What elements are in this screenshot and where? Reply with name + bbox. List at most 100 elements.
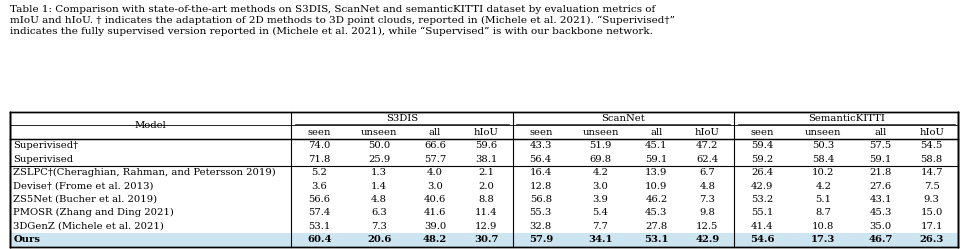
- Text: 39.0: 39.0: [424, 222, 446, 231]
- Text: 34.1: 34.1: [589, 235, 613, 244]
- Text: 12.9: 12.9: [474, 222, 498, 231]
- Text: Superivised†: Superivised†: [14, 141, 78, 150]
- Text: hIoU: hIoU: [920, 128, 944, 137]
- Text: 3.0: 3.0: [427, 182, 443, 190]
- Text: 27.6: 27.6: [869, 182, 892, 190]
- Text: Superivised: Superivised: [14, 155, 74, 164]
- Text: all: all: [429, 128, 441, 137]
- Text: 4.8: 4.8: [371, 195, 387, 204]
- Text: 57.7: 57.7: [424, 155, 446, 164]
- Text: 43.1: 43.1: [869, 195, 892, 204]
- Text: 56.8: 56.8: [529, 195, 552, 204]
- Text: 7.7: 7.7: [592, 222, 609, 231]
- Text: 40.6: 40.6: [424, 195, 446, 204]
- Text: 2.0: 2.0: [478, 182, 494, 190]
- Text: 12.8: 12.8: [529, 182, 552, 190]
- Text: 5.2: 5.2: [312, 168, 327, 177]
- Text: Table 1: Comparison with state-of-the-art methods on S3DIS, ScanNet and semantic: Table 1: Comparison with state-of-the-ar…: [10, 5, 675, 36]
- Text: 41.6: 41.6: [424, 208, 446, 217]
- Text: 57.9: 57.9: [529, 235, 553, 244]
- Text: 17.3: 17.3: [811, 235, 835, 244]
- Text: 53.2: 53.2: [751, 195, 773, 204]
- Text: 17.1: 17.1: [921, 222, 943, 231]
- Text: 66.6: 66.6: [424, 141, 446, 150]
- Bar: [10, 233, 958, 247]
- Text: 5.4: 5.4: [592, 208, 609, 217]
- Text: 8.8: 8.8: [478, 195, 494, 204]
- Text: 46.2: 46.2: [646, 195, 668, 204]
- Text: 20.6: 20.6: [367, 235, 391, 244]
- Text: 42.9: 42.9: [695, 235, 719, 244]
- Text: 59.1: 59.1: [645, 155, 668, 164]
- Text: Ours: Ours: [14, 235, 41, 244]
- Text: hIoU: hIoU: [695, 128, 720, 137]
- Text: hIoU: hIoU: [473, 128, 499, 137]
- Text: 55.1: 55.1: [751, 208, 773, 217]
- Text: 3.9: 3.9: [592, 195, 609, 204]
- Text: 62.4: 62.4: [696, 155, 718, 164]
- Text: 50.3: 50.3: [812, 141, 834, 150]
- Text: 53.1: 53.1: [644, 235, 669, 244]
- Text: 38.1: 38.1: [474, 155, 498, 164]
- Text: ZSLPC†(Cheraghian, Rahman, and Petersson 2019): ZSLPC†(Cheraghian, Rahman, and Petersson…: [14, 168, 276, 177]
- Text: 56.4: 56.4: [529, 155, 552, 164]
- Text: 41.4: 41.4: [751, 222, 773, 231]
- Text: 25.9: 25.9: [368, 155, 390, 164]
- Text: 8.7: 8.7: [815, 208, 832, 217]
- Text: 12.5: 12.5: [696, 222, 718, 231]
- Text: 46.7: 46.7: [868, 235, 892, 244]
- Text: unseen: unseen: [805, 128, 841, 137]
- Text: 4.0: 4.0: [427, 168, 443, 177]
- Text: 3.6: 3.6: [312, 182, 327, 190]
- Text: 59.4: 59.4: [751, 141, 773, 150]
- Text: 42.9: 42.9: [751, 182, 773, 190]
- Text: 9.8: 9.8: [700, 208, 715, 217]
- Text: 1.3: 1.3: [371, 168, 387, 177]
- Text: 60.4: 60.4: [307, 235, 332, 244]
- Text: 71.8: 71.8: [308, 155, 331, 164]
- Text: 1.4: 1.4: [371, 182, 387, 190]
- Text: unseen: unseen: [361, 128, 398, 137]
- Text: 59.1: 59.1: [869, 155, 892, 164]
- Text: seen: seen: [308, 128, 331, 137]
- Text: 10.9: 10.9: [645, 182, 668, 190]
- Text: seen: seen: [529, 128, 553, 137]
- Text: Model: Model: [135, 121, 166, 130]
- Text: 4.2: 4.2: [815, 182, 832, 190]
- Text: ZS5Net (Bucher et al. 2019): ZS5Net (Bucher et al. 2019): [14, 195, 158, 204]
- Text: 43.3: 43.3: [529, 141, 552, 150]
- Text: 53.1: 53.1: [308, 222, 331, 231]
- Text: 45.1: 45.1: [645, 141, 668, 150]
- Text: 57.4: 57.4: [308, 208, 331, 217]
- Text: 50.0: 50.0: [368, 141, 390, 150]
- Text: 6.7: 6.7: [700, 168, 715, 177]
- Text: 32.8: 32.8: [529, 222, 552, 231]
- Text: 11.4: 11.4: [474, 208, 498, 217]
- Text: 26.3: 26.3: [920, 235, 944, 244]
- Text: 55.3: 55.3: [529, 208, 552, 217]
- Text: 58.8: 58.8: [921, 155, 943, 164]
- Text: 16.4: 16.4: [529, 168, 552, 177]
- Text: 3DGenZ (Michele et al. 2021): 3DGenZ (Michele et al. 2021): [14, 222, 165, 231]
- Text: 4.8: 4.8: [699, 182, 715, 190]
- Text: S3DIS: S3DIS: [386, 114, 418, 123]
- Text: 4.2: 4.2: [592, 168, 609, 177]
- Text: PMOSR (Zhang and Ding 2021): PMOSR (Zhang and Ding 2021): [14, 208, 174, 217]
- Text: 10.8: 10.8: [812, 222, 834, 231]
- Text: 7.3: 7.3: [371, 222, 387, 231]
- Text: 30.7: 30.7: [473, 235, 499, 244]
- Text: 51.9: 51.9: [590, 141, 612, 150]
- Text: 7.3: 7.3: [700, 195, 715, 204]
- Text: SemanticKITTI: SemanticKITTI: [807, 114, 885, 123]
- Text: 58.4: 58.4: [812, 155, 834, 164]
- Text: 54.5: 54.5: [921, 141, 943, 150]
- Text: 35.0: 35.0: [869, 222, 892, 231]
- Text: 69.8: 69.8: [590, 155, 612, 164]
- Text: 10.2: 10.2: [812, 168, 834, 177]
- Text: 59.2: 59.2: [751, 155, 773, 164]
- Text: all: all: [650, 128, 662, 137]
- Text: 54.6: 54.6: [750, 235, 774, 244]
- Text: seen: seen: [750, 128, 774, 137]
- Text: 48.2: 48.2: [423, 235, 447, 244]
- Text: all: all: [874, 128, 887, 137]
